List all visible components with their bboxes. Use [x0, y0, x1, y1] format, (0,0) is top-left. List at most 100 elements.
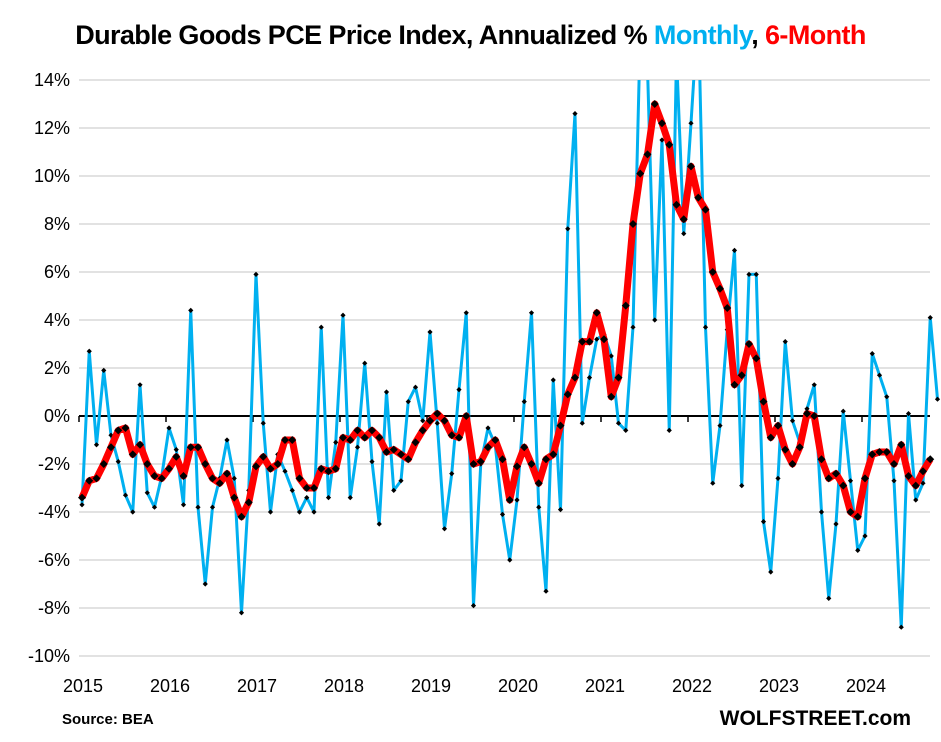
data-point-marker	[817, 455, 826, 464]
data-point-marker	[795, 443, 804, 452]
data-point-marker	[505, 496, 514, 504]
data-point-marker	[875, 448, 884, 456]
data-point-marker	[296, 509, 303, 515]
data-point-marker	[789, 418, 796, 424]
data-point-marker	[730, 380, 739, 389]
y-tick-label: -10%	[28, 646, 70, 666]
data-point-marker	[260, 420, 266, 426]
data-point-marker	[701, 205, 710, 214]
data-point-marker	[202, 581, 208, 587]
data-point-marker	[507, 557, 513, 563]
data-point-marker	[325, 495, 332, 501]
data-point-marker	[470, 603, 477, 609]
title-monthly-legend: Monthly	[653, 20, 752, 50]
data-point-marker	[615, 420, 622, 426]
data-point-marker	[368, 426, 376, 435]
data-point-marker	[824, 474, 833, 483]
data-point-marker	[643, 150, 652, 159]
data-point-marker	[861, 474, 869, 483]
data-point-marker	[411, 438, 420, 447]
data-point-marker	[215, 479, 224, 488]
data-point-marker	[195, 504, 201, 510]
brand-label: WOLFSTREET.com	[719, 707, 911, 730]
data-point-marker	[592, 308, 601, 317]
data-point-marker	[333, 439, 339, 445]
data-point-marker	[687, 162, 695, 171]
data-point-marker	[491, 436, 500, 444]
data-point-marker	[259, 452, 268, 461]
data-point-marker	[376, 521, 382, 527]
data-point-marker	[840, 408, 846, 414]
series-six-month	[78, 100, 935, 521]
data-point-marker	[650, 100, 659, 108]
data-point-marker	[919, 467, 927, 476]
data-point-marker	[447, 431, 456, 440]
data-point-marker	[565, 226, 571, 232]
data-point-marker	[362, 360, 368, 366]
data-point-marker	[818, 509, 825, 515]
data-point-marker	[766, 433, 775, 442]
data-point-marker	[737, 371, 746, 380]
data-point-marker	[578, 337, 587, 346]
data-point-marker	[513, 462, 521, 471]
data-point-marker	[498, 455, 507, 464]
data-point-marker	[752, 354, 761, 363]
data-point-marker	[543, 588, 549, 594]
data-point-marker	[563, 390, 572, 399]
data-point-marker	[318, 324, 324, 330]
data-point-marker	[694, 193, 703, 202]
data-point-marker	[391, 487, 397, 493]
data-point-marker	[614, 373, 623, 382]
y-tick-label: 2%	[44, 358, 70, 378]
data-point-marker	[311, 509, 317, 515]
data-point-marker	[775, 475, 781, 481]
data-point-marker	[79, 502, 85, 508]
data-point-marker	[304, 495, 310, 501]
y-tick-label: 8%	[44, 214, 70, 234]
data-point-marker	[723, 304, 732, 312]
data-point-marker	[594, 336, 600, 342]
data-point-marker	[273, 460, 282, 468]
data-point-marker	[607, 392, 616, 401]
data-point-marker	[150, 472, 159, 480]
data-point-marker	[354, 444, 361, 450]
data-point-marker	[520, 443, 529, 452]
x-axis: 2015 2016 2017 2018 2019 2020 2021 2022 2023 2024	[63, 415, 930, 696]
data-point-marker	[237, 512, 246, 521]
y-tick-label: 6%	[44, 262, 70, 282]
data-point-marker	[862, 533, 868, 539]
data-point-marker	[194, 443, 202, 452]
data-point-marker	[826, 595, 832, 601]
data-point-marker	[165, 464, 173, 473]
data-point-marker	[882, 448, 891, 456]
x-tick-label: 2021	[585, 676, 625, 696]
data-point-marker	[550, 377, 556, 383]
data-point-marker	[462, 412, 471, 420]
data-point-marker	[710, 480, 716, 486]
data-point-marker	[99, 460, 108, 468]
data-point-marker	[759, 397, 768, 406]
data-point-marker	[186, 443, 195, 452]
y-axis: 14% 12% 10% 8% 6% 4% 2% 0% -2% -4% -6% -8% -10%	[28, 70, 70, 666]
y-tick-label: -8%	[38, 598, 70, 618]
data-point-marker	[253, 271, 259, 277]
data-point-marker	[288, 436, 297, 444]
data-point-marker	[672, 200, 681, 209]
gridlines	[79, 79, 930, 657]
y-tick-label: -4%	[38, 502, 70, 522]
data-point-marker	[753, 271, 759, 277]
data-point-marker	[360, 433, 369, 442]
data-point-marker	[93, 442, 100, 448]
data-point-marker	[629, 220, 637, 228]
data-point-marker	[121, 424, 130, 432]
data-point-marker	[600, 335, 608, 344]
data-point-marker	[803, 409, 811, 418]
data-point-marker	[420, 418, 426, 424]
x-tick-label: 2020	[498, 676, 538, 696]
data-point-marker	[666, 427, 672, 433]
y-tick-label: 4%	[44, 310, 70, 330]
data-point-marker	[369, 459, 375, 465]
data-point-marker	[107, 443, 115, 452]
data-point-marker	[847, 478, 854, 484]
